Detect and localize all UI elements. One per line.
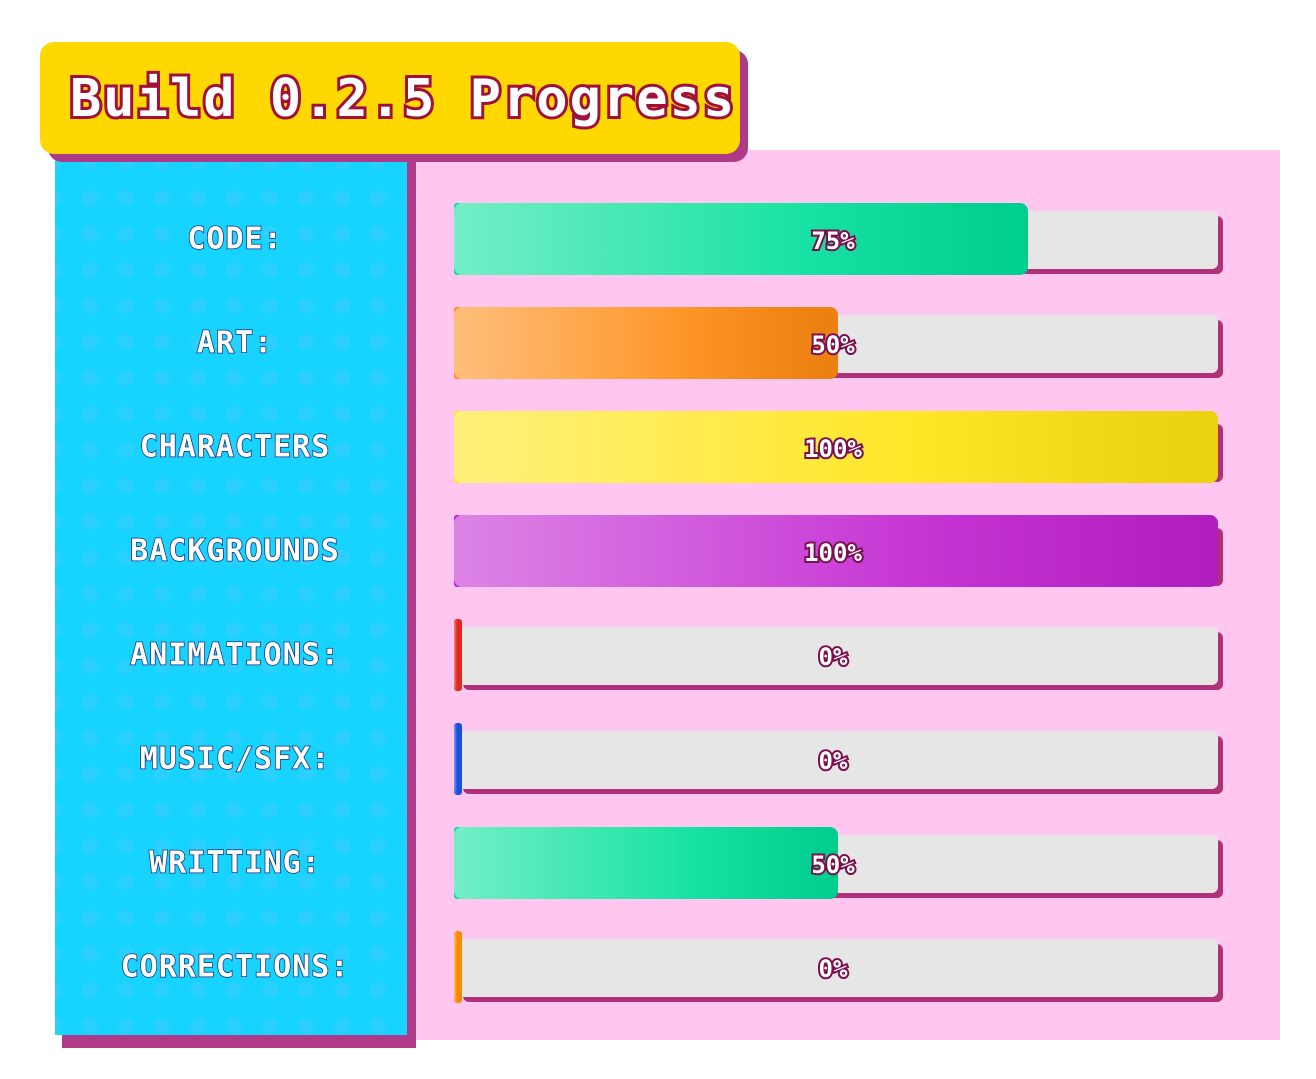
left-panel-pattern — [55, 150, 407, 1035]
value-label: 0% — [819, 747, 848, 775]
track — [458, 939, 1218, 997]
category-label: ANIMATIONS: — [130, 638, 340, 673]
bar-shine — [454, 619, 458, 691]
value-label: 0% — [819, 955, 848, 983]
category-label: BACKGROUNDS — [130, 534, 340, 569]
bar-shine — [454, 723, 458, 795]
track — [458, 731, 1218, 789]
value-label: 100% — [804, 539, 862, 567]
value-label: 100% — [804, 435, 862, 463]
bar-shine — [454, 411, 1218, 483]
category-label: CORRECTIONS: — [121, 950, 350, 985]
category-label: CODE: — [187, 222, 282, 257]
value-label: 50% — [811, 851, 855, 879]
track — [458, 627, 1218, 685]
value-label: 75% — [811, 227, 855, 255]
bar-shine — [454, 515, 1218, 587]
value-label: 0% — [819, 643, 848, 671]
title-banner — [40, 42, 740, 154]
category-label: WRITTING: — [149, 846, 321, 881]
bar-shine — [454, 203, 1028, 275]
bar-shine — [454, 931, 458, 1003]
category-label: CHARACTERS — [140, 430, 331, 465]
value-label: 50% — [811, 331, 855, 359]
right-panel — [412, 150, 1280, 1040]
bar-shine — [454, 827, 838, 899]
category-label: MUSIC/SFX: — [140, 742, 331, 777]
category-label: ART: — [197, 326, 273, 361]
chart-title: Build 0.2.5 Progress — [70, 69, 736, 129]
bar-shine — [454, 307, 838, 379]
